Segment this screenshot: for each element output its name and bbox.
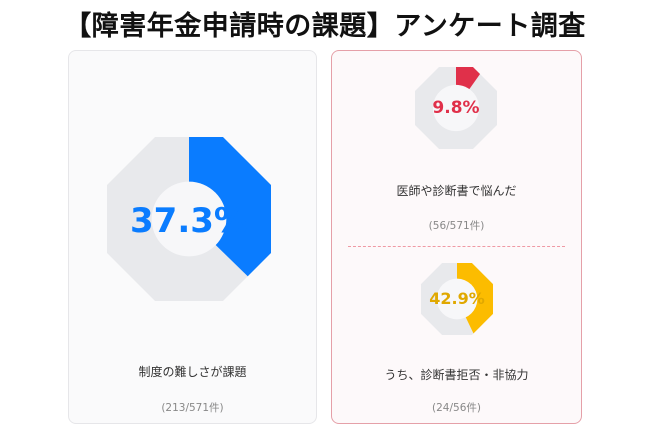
donut-hole <box>436 278 478 320</box>
label-doctor: 医師や診断書で悩んだ <box>396 184 517 198</box>
donut-hole <box>432 84 480 132</box>
divider <box>348 246 565 247</box>
label-difficulty: 制度の難しさが課題 <box>138 365 247 379</box>
donut-chart-doctor: 9.8% <box>414 65 498 151</box>
donut-chart-difficulty: 37.3% <box>106 136 272 302</box>
value-label-difficulty: 37.3% <box>130 201 248 241</box>
label-refusal: うち、診断書拒否・非協力 <box>384 368 529 382</box>
donut-svg-doctor <box>415 67 497 149</box>
card-difficulty: 37.3% 制度の難しさが課題 (213/571件) <box>68 50 317 424</box>
count-doctor: (56/571件) <box>428 220 485 232</box>
count-difficulty: (213/571件) <box>161 402 224 414</box>
value-label-doctor: 9.8% <box>432 98 480 118</box>
page-title: 【障害年金申請時の課題】アンケート調査 <box>64 11 586 42</box>
donut-slice <box>456 67 497 108</box>
donut-svg-difficulty <box>107 137 271 301</box>
value-label-refusal: 42.9% <box>429 289 485 308</box>
donut-chart-refusal: 42.9% <box>420 261 494 337</box>
donut-slice <box>457 263 493 335</box>
card-doctor: 9.8% 医師や診断書で悩んだ (56/571件) 42.9% うち、診断書拒否… <box>331 50 582 424</box>
count-refusal: (24/56件) <box>432 402 481 414</box>
donut-svg-refusal <box>421 263 493 335</box>
donut-hole <box>151 181 227 257</box>
